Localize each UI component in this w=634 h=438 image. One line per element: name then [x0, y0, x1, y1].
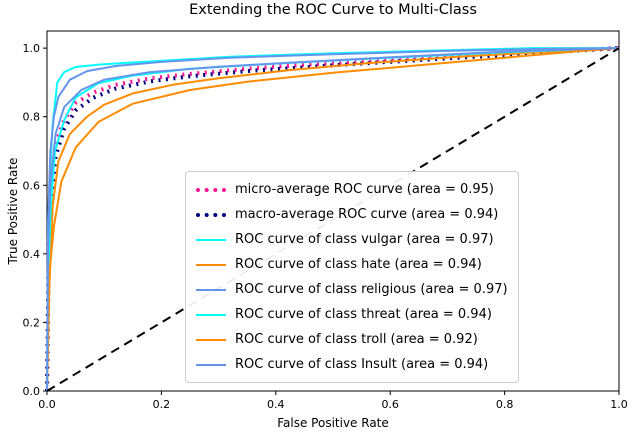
legend-label: ROC curve of class threat (area = 0.94) [235, 307, 492, 322]
roc-curve-class_troll [46, 47, 620, 392]
legend-item: micro-average ROC curve (area = 0.95) [196, 177, 508, 202]
legend-swatch [196, 187, 226, 192]
legend-item: ROC curve of class troll (area = 0.92) [196, 327, 508, 352]
legend-label: ROC curve of class hate (area = 0.94) [235, 257, 482, 272]
x-tick-label: 0.0 [38, 398, 56, 411]
x-tick-label: 0.4 [267, 398, 285, 411]
legend-item: ROC curve of class vulgar (area = 0.97) [196, 227, 508, 252]
roc-curve-class_hate [46, 47, 620, 392]
x-tick-label: 1.0 [610, 398, 628, 411]
x-tick-label: 0.6 [381, 398, 399, 411]
legend-item: ROC curve of class Insult (area = 0.94) [196, 352, 508, 377]
legend-swatch [196, 338, 226, 341]
x-tick-label: 0.8 [496, 398, 514, 411]
legend-label: macro-average ROC curve (area = 0.94) [235, 207, 499, 222]
legend-swatch [196, 263, 226, 266]
y-tick-label: 0.8 [23, 111, 41, 124]
roc-curve-class_religious [46, 47, 620, 392]
plot-frame [46, 30, 620, 392]
legend: micro-average ROC curve (area = 0.95) mac… [185, 171, 519, 383]
legend-swatch [196, 212, 226, 217]
legend-label: ROC curve of class troll (area = 0.92) [235, 332, 478, 347]
legend-swatch [196, 363, 226, 366]
legend-label: micro-average ROC curve (area = 0.95) [235, 182, 494, 197]
roc-curve-class_insult [46, 47, 620, 392]
legend-swatch [196, 238, 226, 241]
legend-swatch [196, 313, 226, 316]
legend-item: ROC curve of class religious (area = 0.9… [196, 277, 508, 302]
legend-item: macro-average ROC curve (area = 0.94) [196, 202, 508, 227]
legend-item: ROC curve of class hate (area = 0.94) [196, 252, 508, 277]
legend-label: ROC curve of class vulgar (area = 0.97) [235, 232, 494, 247]
legend-item: ROC curve of class threat (area = 0.94) [196, 302, 508, 327]
y-tick-label: 1.0 [23, 42, 41, 55]
y-tick-label: 0.2 [23, 316, 41, 329]
y-tick-label: 0.6 [23, 179, 41, 192]
legend-swatch [196, 288, 226, 291]
y-tick-label: 0.0 [23, 385, 41, 398]
legend-label: ROC curve of class religious (area = 0.9… [235, 282, 508, 297]
x-tick-label: 0.2 [153, 398, 171, 411]
y-tick-label: 0.4 [23, 248, 41, 261]
chart-title: Extending the ROC Curve to Multi-Class [189, 2, 477, 18]
legend-label: ROC curve of class Insult (area = 0.94) [235, 357, 489, 372]
roc-curve-macro_average [45, 46, 620, 392]
x-axis-label: False Positive Rate [277, 416, 389, 430]
